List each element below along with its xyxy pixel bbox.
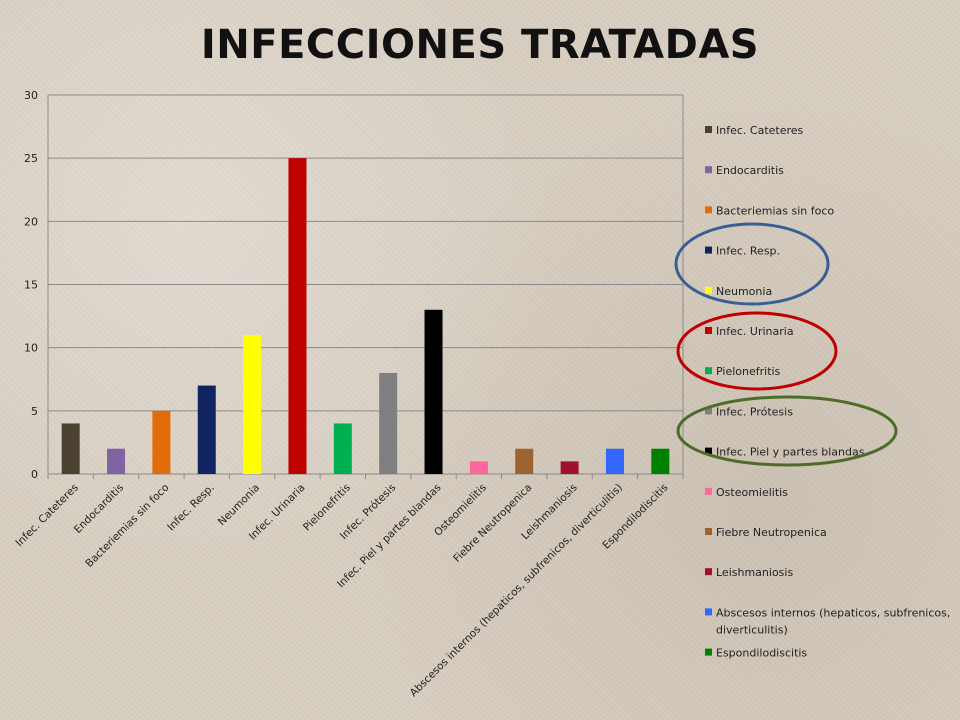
legend-label: Osteomielitis xyxy=(716,486,788,499)
legend-swatch xyxy=(705,327,712,334)
legend-label: Espondilodiscitis xyxy=(716,647,807,660)
legend-swatch xyxy=(705,286,712,294)
legend-label: Infec. Piel y partes blandas xyxy=(716,446,865,459)
legend-swatch xyxy=(705,608,712,616)
y-tick-label: 30 xyxy=(24,89,38,102)
legend-label: Fiebre Neutropenica xyxy=(716,526,827,539)
x-tick-label: Abscesos internos (hepaticos, subfrenico… xyxy=(408,482,625,699)
x-tick-label: Infec. Cateteres xyxy=(13,482,80,549)
y-tick-label: 25 xyxy=(24,152,38,165)
legend-swatch xyxy=(705,367,712,375)
bar xyxy=(379,372,398,474)
bar xyxy=(651,448,670,474)
x-tick-label: Infec. Resp. xyxy=(165,482,217,534)
y-tick-label: 20 xyxy=(24,215,38,228)
bar xyxy=(288,158,307,474)
legend-swatch xyxy=(705,528,712,535)
bar xyxy=(61,423,80,474)
y-tick-label: 15 xyxy=(24,279,38,292)
bar xyxy=(107,448,126,474)
highlight-ellipse-red xyxy=(676,311,838,391)
bar xyxy=(605,448,624,474)
highlight-ellipse-blue xyxy=(674,222,830,306)
bar xyxy=(560,461,579,474)
legend-label: Infec. Resp. xyxy=(716,245,780,258)
x-tick-label: Fiebre Neutropenica xyxy=(451,482,534,565)
legend-label: Abscesos internos (hepaticos, subfrenico… xyxy=(716,606,950,636)
legend-swatch xyxy=(705,447,712,455)
bar xyxy=(515,448,534,474)
legend-label: Infec. Prótesis xyxy=(716,405,793,418)
y-tick-label: 0 xyxy=(31,468,38,481)
bar xyxy=(243,335,262,474)
legend-swatch xyxy=(705,206,712,214)
highlight-ellipse-green xyxy=(676,395,898,467)
bar xyxy=(197,385,216,474)
legend-swatch xyxy=(705,487,712,495)
legend-swatch xyxy=(705,568,712,576)
chart-title: INFECCIONES TRATADAS xyxy=(200,22,760,68)
legend-swatch xyxy=(705,246,712,254)
legend-label: Leishmaniosis xyxy=(716,566,793,579)
x-tick-label: Bacteriemias sin foco xyxy=(83,482,171,570)
bar xyxy=(469,461,488,474)
legend-label: Infec. Urinaria xyxy=(716,325,794,338)
bar xyxy=(424,309,443,474)
legend-label: Bacteriemias sin foco xyxy=(716,204,834,217)
legend-label: Infec. Cateteres xyxy=(716,124,804,137)
bar xyxy=(152,410,171,474)
legend-swatch xyxy=(705,166,712,174)
y-tick-label: 5 xyxy=(31,405,38,418)
legend-label: Endocarditis xyxy=(716,164,784,177)
y-tick-label: 10 xyxy=(24,342,38,355)
bar xyxy=(333,423,352,474)
legend-swatch xyxy=(705,648,712,656)
x-tick-label: Neumonia xyxy=(216,482,262,528)
legend-swatch xyxy=(705,407,712,415)
legend-swatch xyxy=(705,126,712,133)
legend-label: Neumonia xyxy=(716,285,772,298)
legend-label: Pielonefritis xyxy=(716,365,781,378)
